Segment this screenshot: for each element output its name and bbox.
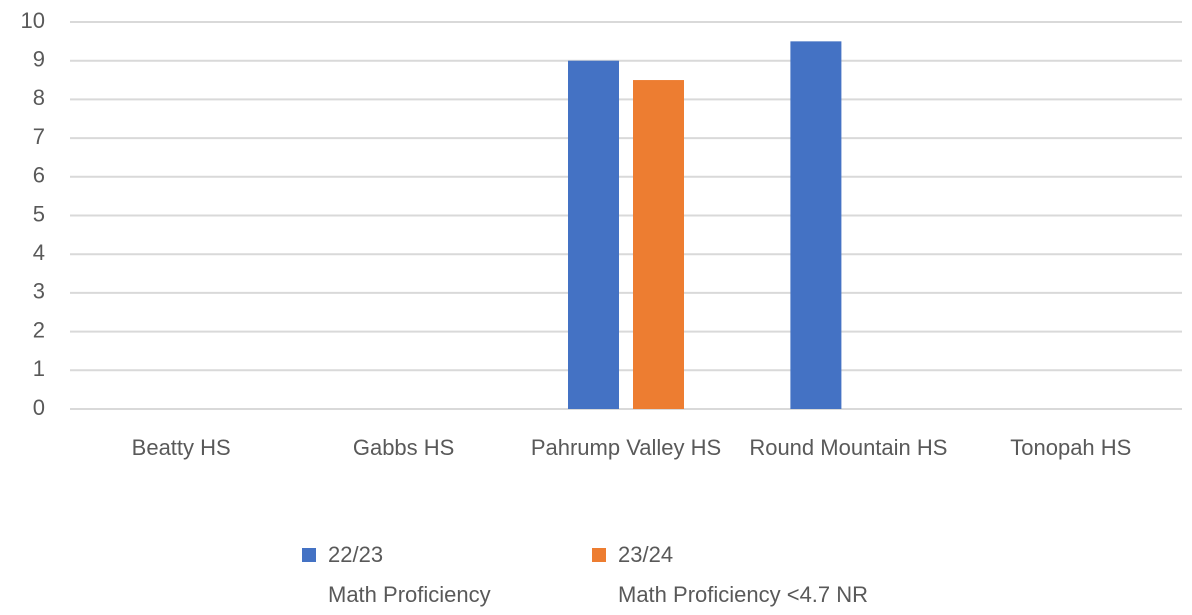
bar bbox=[790, 41, 842, 409]
legend-label: 23/24 Math Proficiency <4.7 NR bbox=[618, 542, 869, 607]
y-tick-label: 2 bbox=[33, 317, 45, 342]
y-tick-label: 4 bbox=[33, 240, 45, 265]
y-tick-label: 9 bbox=[33, 47, 45, 72]
y-tick-label: 0 bbox=[33, 395, 45, 420]
legend-swatch bbox=[592, 548, 606, 562]
y-tick-label: 1 bbox=[33, 356, 45, 381]
y-tick-label: 5 bbox=[33, 201, 45, 226]
x-tick-label: Beatty HS bbox=[131, 435, 231, 460]
bar bbox=[568, 60, 619, 409]
y-tick-label: 10 bbox=[21, 8, 45, 33]
y-tick-label: 3 bbox=[33, 279, 45, 304]
x-tick-label: Tonopah HS bbox=[1010, 435, 1132, 460]
legend-swatch bbox=[302, 548, 316, 562]
legend-label: 22/23 Math Proficiency bbox=[328, 542, 491, 607]
bar bbox=[633, 80, 684, 410]
x-tick-label: Pahrump Valley HS bbox=[530, 435, 722, 460]
x-tick-label: Round Mountain HS bbox=[749, 435, 948, 460]
y-tick-label: 7 bbox=[33, 124, 45, 149]
x-tick-label: Gabbs HS bbox=[352, 435, 455, 460]
y-tick-label: 8 bbox=[33, 85, 45, 110]
y-tick-label: 6 bbox=[33, 163, 45, 188]
